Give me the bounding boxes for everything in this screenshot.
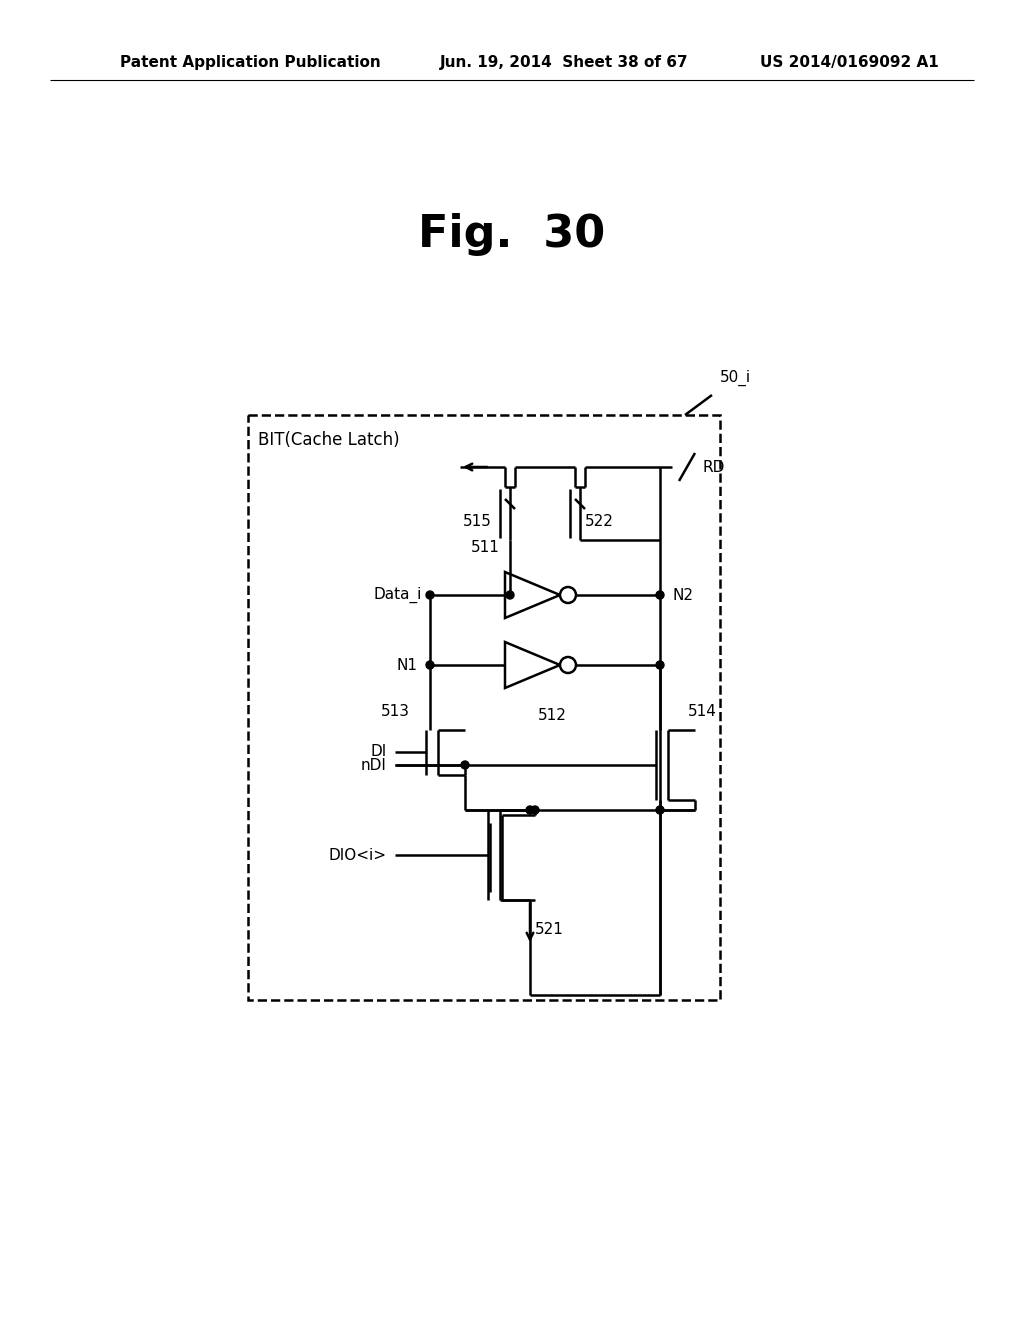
Text: DI: DI [371, 744, 387, 759]
Text: RD: RD [702, 459, 724, 474]
Text: US 2014/0169092 A1: US 2014/0169092 A1 [760, 54, 939, 70]
Text: Fig.  30: Fig. 30 [419, 214, 605, 256]
Text: 511: 511 [471, 540, 500, 554]
Circle shape [426, 661, 434, 669]
Circle shape [526, 807, 534, 814]
Circle shape [656, 591, 664, 599]
Circle shape [656, 807, 664, 814]
Text: 522: 522 [585, 515, 613, 529]
Circle shape [461, 762, 469, 770]
Text: Jun. 19, 2014  Sheet 38 of 67: Jun. 19, 2014 Sheet 38 of 67 [440, 54, 688, 70]
Text: 514: 514 [688, 705, 717, 719]
Text: N1: N1 [397, 657, 418, 672]
Circle shape [506, 591, 514, 599]
Text: nDI: nDI [361, 758, 387, 772]
Text: N2: N2 [672, 587, 693, 602]
Text: 521: 521 [535, 923, 564, 937]
Circle shape [531, 807, 539, 814]
Bar [248, 414, 720, 1001]
Text: 512: 512 [538, 708, 566, 722]
Text: 50_i: 50_i [720, 370, 752, 387]
Text: 513: 513 [381, 705, 410, 719]
Circle shape [426, 591, 434, 599]
Text: 515: 515 [463, 515, 492, 529]
Text: BIT(Cache Latch): BIT(Cache Latch) [258, 432, 399, 449]
Text: Data_i: Data_i [374, 587, 422, 603]
Circle shape [656, 661, 664, 669]
Text: DIO<i>: DIO<i> [329, 847, 387, 862]
Text: Patent Application Publication: Patent Application Publication [120, 54, 381, 70]
